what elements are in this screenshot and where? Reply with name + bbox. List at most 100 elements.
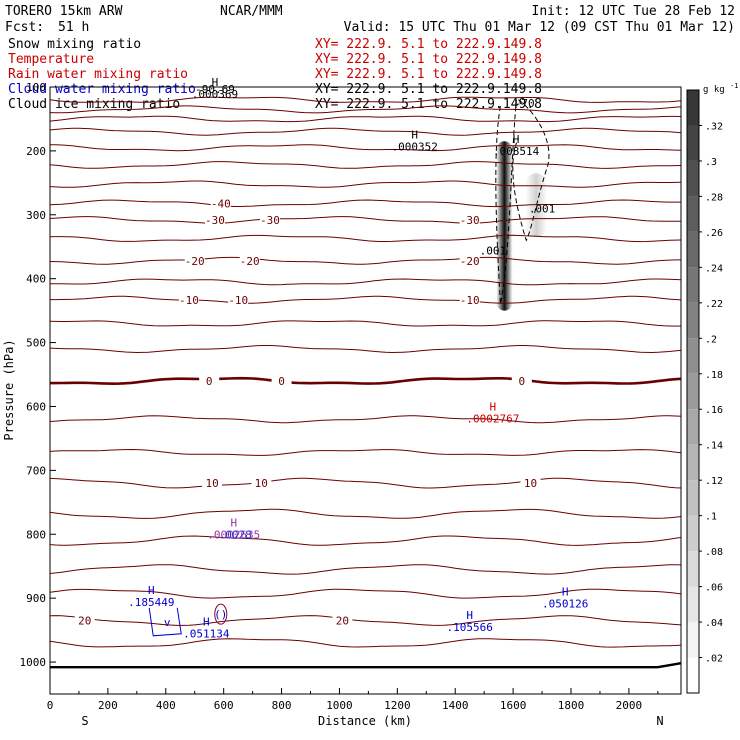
- cloud-water-mark: v: [164, 616, 171, 629]
- y-tick-label: 900: [26, 592, 46, 605]
- max-value-label: .0002767: [466, 413, 519, 426]
- legend-label: Cloud ice mixing ratio: [8, 97, 180, 112]
- max-value-label: .051134: [183, 627, 230, 640]
- max-marker: H: [411, 128, 418, 141]
- x-tick-label: 800: [272, 699, 292, 712]
- temperature-contour: [50, 161, 681, 169]
- temperature-contour: [50, 376, 681, 386]
- legend-label: Snow mixing ratio: [8, 37, 141, 52]
- temperature-contour: [50, 256, 681, 265]
- max-value-label: .000352: [392, 140, 438, 153]
- y-tick-label: 600: [26, 400, 46, 413]
- contour-label: -90.69: [195, 83, 235, 96]
- colorbar-segment: [687, 338, 699, 374]
- colorbar-tick-label: .06: [705, 583, 723, 594]
- temperature-contour: [50, 234, 681, 243]
- y-tick-label: 1000: [20, 656, 47, 669]
- x-axis-label: Distance (km): [318, 714, 412, 728]
- contour-label-bg: [459, 213, 480, 226]
- temperature-contour: [50, 180, 681, 188]
- contour-label: -10: [460, 294, 480, 307]
- x-tick-label: 200: [98, 699, 118, 712]
- colorbar-tick-label: .2: [705, 334, 717, 345]
- snow-shading: [496, 141, 513, 311]
- contour-label-bg: [511, 374, 532, 387]
- y-tick-label: 700: [26, 464, 46, 477]
- colorbar-segment: [687, 480, 699, 516]
- colorbar-segment: [687, 302, 699, 339]
- temperature-contour: [50, 105, 681, 114]
- max-value-label: .0028: [219, 528, 252, 541]
- legend: Snow mixing ratio XY= 222.9. 5.1 to 222.9…: [8, 37, 542, 112]
- temperature-contour: [50, 216, 681, 224]
- cloud-ice-contour: [495, 99, 517, 305]
- temperature-contour: [50, 415, 681, 424]
- colorbar-segment: [687, 657, 699, 693]
- max-marker: H: [230, 516, 237, 529]
- max-marker: H: [212, 76, 219, 89]
- x-tick-label: 1600: [500, 699, 527, 712]
- legend-label: Temperature: [8, 52, 94, 67]
- colorbar-tick-label: .24: [705, 263, 723, 274]
- colorbar-segment: [687, 267, 699, 303]
- max-value-label: .050126: [542, 597, 588, 610]
- legend-label: Cloud water mixing ratio: [8, 82, 196, 97]
- legend-xy: XY= 222.9. 5.1 to 222.9.149.8: [315, 37, 542, 52]
- colorbar-unit: g kg: [703, 85, 725, 95]
- x-axis: 0 200 400 600 800 1000 1200 1400 1600 1800 2000: [47, 688, 659, 712]
- temperature-contour: [50, 320, 681, 327]
- contour-label: -30: [205, 214, 225, 227]
- x-tick-label: 1400: [442, 699, 469, 712]
- temperature-contour: [50, 199, 681, 208]
- contour-label-bg: [228, 293, 249, 306]
- colorbar: .02 .04 .06 .08 .1 .12 .14 .16 .18 .2 .22 .24 .26 .28…: [686, 82, 738, 694]
- contour-label: -40: [211, 197, 231, 210]
- y-tick-label: 800: [26, 528, 46, 541]
- max-marker: H: [466, 609, 473, 622]
- temperature-contour: [50, 278, 681, 286]
- contour-label-bg: [459, 293, 480, 306]
- colorbar-segment: [687, 373, 699, 410]
- fcst-value: 51 h: [58, 20, 89, 35]
- contour-label-bg: [199, 374, 220, 387]
- cloud-water-contour: [148, 607, 182, 637]
- temperature-contour: [50, 638, 681, 648]
- temperature-contour: [50, 477, 681, 489]
- max-value-label: .0002635: [207, 528, 260, 541]
- plot-area: -40 -30 -30 -30 -20 -20 -20 -10 -10 -10 0 0 0 10 10 10 2…: [49, 76, 682, 695]
- max-value-label: .008514: [493, 145, 540, 158]
- temperature-contour: [50, 535, 681, 546]
- y-tick-label: 500: [26, 337, 46, 350]
- x-tick-label: 0: [47, 699, 54, 712]
- contour-label: 0: [278, 375, 285, 388]
- temperature-contour: [50, 508, 681, 519]
- fcst-label: Fcst:: [5, 20, 44, 35]
- contour-label: -30: [460, 214, 480, 227]
- contour-label-bg: [259, 213, 280, 226]
- contour-label: -70: [515, 97, 535, 110]
- contour-label-bg: [251, 477, 272, 490]
- max-marker: H: [562, 585, 569, 598]
- x-tick-label: 1000: [326, 699, 353, 712]
- colorbar-tick-label: .1: [705, 512, 717, 523]
- contour-label-bg: [520, 477, 541, 490]
- colorbar-tick-label: .28: [705, 192, 723, 203]
- colorbar-segment: [687, 125, 699, 161]
- temperature-contour: [50, 144, 681, 152]
- contour-label: -10: [228, 294, 248, 307]
- temperature-contour: [50, 615, 681, 626]
- colorbar-unit-exponent: -1: [730, 82, 738, 90]
- x-tick-label: 600: [214, 699, 234, 712]
- contour-label-bg: [178, 293, 199, 306]
- contour-label-bg: [239, 254, 260, 267]
- colorbar-tick-label: .22: [705, 299, 723, 310]
- max-value-label: .105566: [447, 621, 493, 634]
- colorbar-segment: [687, 586, 699, 623]
- max-value-label: .001: [480, 245, 507, 258]
- x-end-right: N: [656, 714, 663, 728]
- contour-label-bg: [210, 197, 231, 210]
- valid-time: Valid: 15 UTC Thu 01 Mar 12 (09 CST Thu …: [344, 20, 735, 35]
- contour-label: 10: [255, 477, 268, 490]
- legend-xy: XY= 222.9. 5.1 to 222.9.149.8: [315, 97, 542, 112]
